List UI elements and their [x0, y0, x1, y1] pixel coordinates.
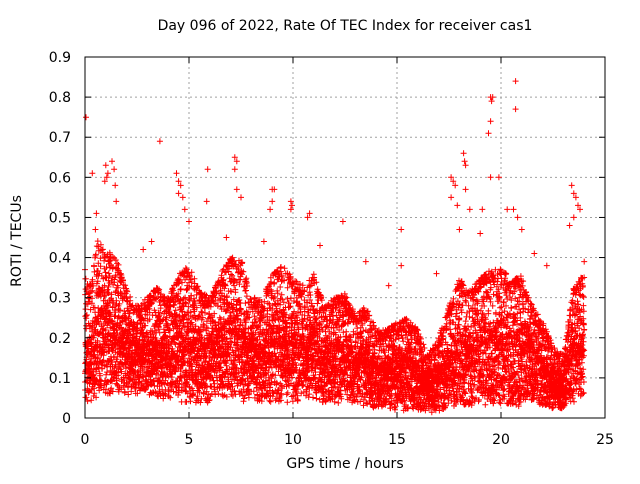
axis-ticks	[84, 56, 606, 419]
tick-labels: 0 0.1 0.2 0.3 0.4 0.5 0.6 0.7 0.8 0.9 0 5 10 15 20 25	[49, 50, 614, 448]
y-tick-label: 0	[62, 411, 71, 427]
x-tick-label: 20	[492, 432, 510, 448]
roti-data-points	[82, 78, 588, 416]
y-tick-label: 0.7	[49, 130, 71, 146]
y-tick-label: 0.5	[49, 210, 71, 226]
y-tick-label: 0.2	[49, 331, 71, 347]
x-tick-label: 25	[596, 432, 614, 448]
scatter-points	[82, 78, 588, 416]
x-tick-label: 5	[185, 432, 194, 448]
x-tick-label: 0	[81, 432, 90, 448]
y-tick-label: 0.3	[49, 291, 71, 307]
y-tick-label: 0.1	[49, 371, 71, 387]
x-tick-label: 15	[388, 432, 406, 448]
x-axis-label: GPS time / hours	[286, 456, 404, 472]
y-axis-label: ROTI / TECUs	[9, 195, 25, 287]
plot-border	[84, 56, 606, 419]
plot-frame	[84, 56, 606, 419]
y-tick-label: 0.8	[49, 90, 71, 106]
y-tick-label: 0.9	[49, 50, 71, 66]
gridlines	[85, 57, 605, 418]
x-tick-label: 10	[284, 432, 302, 448]
y-tick-label: 0.4	[49, 251, 71, 267]
chart-title: Day 096 of 2022, Rate Of TEC Index for r…	[157, 18, 533, 34]
y-tick-label: 0.6	[49, 170, 71, 186]
